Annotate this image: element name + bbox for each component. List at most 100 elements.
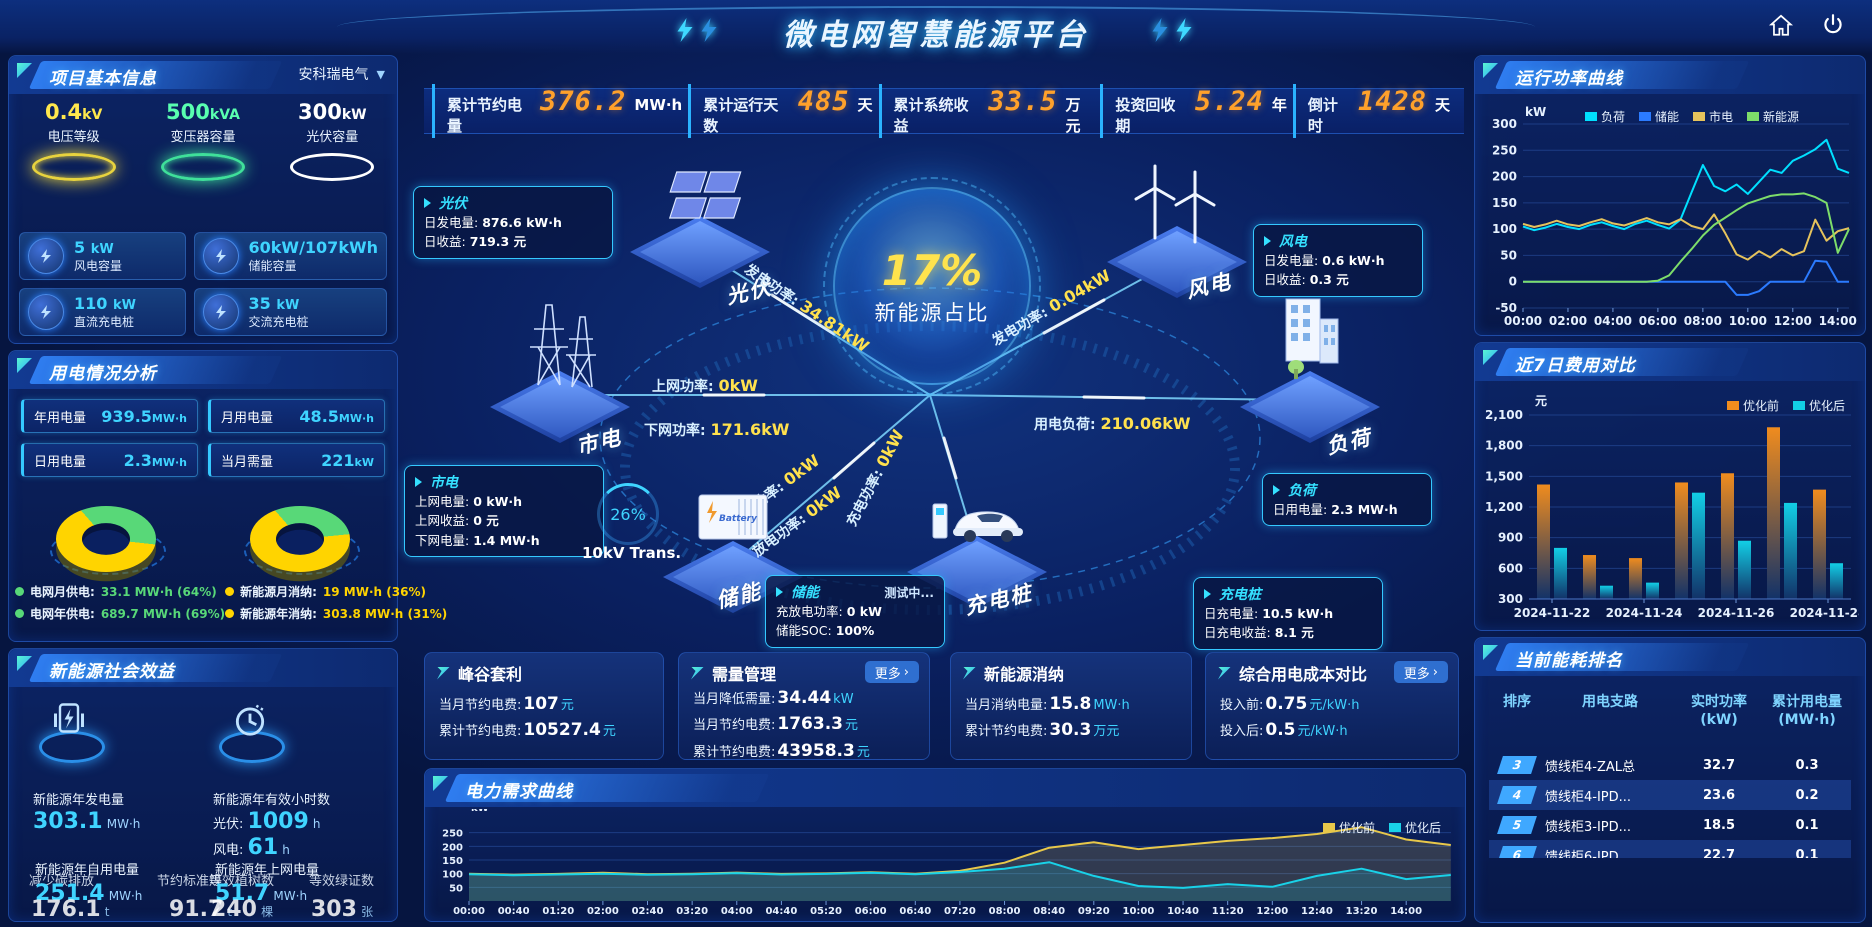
- panel-corner-icon: [17, 358, 32, 373]
- usage-stat-value: 48.5: [299, 406, 339, 426]
- capacity-card: 110 kW 直流充电桩: [19, 288, 186, 336]
- more-button[interactable]: 更多 ›: [1393, 661, 1448, 683]
- svg-text:200: 200: [442, 842, 463, 853]
- flow-grid-import: 下网功率: 171.6kW: [644, 420, 790, 439]
- info-row: 日充电量: 10.5 kW·h: [1204, 606, 1334, 621]
- home-icon[interactable]: [1768, 12, 1794, 38]
- benefit-feed-label: 新能源年上网电量: [215, 863, 320, 878]
- total-energy: 0.1: [1795, 847, 1819, 859]
- svg-text:13:20: 13:20: [1346, 906, 1378, 917]
- table-row[interactable]: 6 馈线柜6-IPD 22.7 0.1: [1489, 840, 1851, 858]
- benefit-wind-hours: 61: [247, 835, 279, 860]
- legend-value: 303.8 MW·h (31%): [322, 606, 448, 621]
- spotlight-glow: [31, 153, 116, 181]
- kpi-unit: MW·h: [634, 96, 683, 114]
- svg-text:10:00: 10:00: [1123, 906, 1155, 917]
- info-row: 日收益: 719.3 元: [424, 234, 527, 250]
- panel-power-curve: 运行功率曲线 负荷 储能 市电 新能源 300 250 200 150 100 50 0 -50 kW…: [1474, 55, 1866, 336]
- svg-text:06:40: 06:40: [899, 906, 931, 917]
- svg-text:2,100: 2,100: [1485, 408, 1523, 422]
- spotlight-unit: kW: [341, 107, 367, 123]
- company-select[interactable]: 安科瑞电气 ▼: [299, 64, 385, 84]
- capacity-label: 直流充电桩: [74, 315, 135, 329]
- svg-text:250: 250: [442, 829, 463, 840]
- card-icon: [437, 666, 450, 680]
- kpi-label: 累计节约电量: [447, 96, 523, 135]
- node-wind: [1107, 164, 1247, 298]
- card-row: 当月消纳电量: 15.8 MW·h: [965, 694, 1130, 714]
- table-row[interactable]: 3 馈线柜4-ZAL总 32.7 0.3: [1489, 750, 1851, 780]
- wind-info-box: 风电 日发电量: 0.6 kW·h 日收益: 0.3 元: [1253, 224, 1423, 297]
- kpi-value: 5.24: [1194, 86, 1264, 117]
- device-icon: [28, 294, 64, 330]
- svg-text:Battery: Battery: [719, 514, 758, 524]
- capacity-card: 35 kW 交流充电桩: [193, 288, 387, 336]
- spotlight-value: 0.4: [44, 100, 83, 124]
- svg-text:150: 150: [442, 856, 463, 867]
- kpi-item: 累计节约电量 376.2 MW·h: [432, 84, 688, 138]
- kpi-value: 1428: [1357, 86, 1427, 117]
- card-cost-compare: 综合用电成本对比 更多 › 投入前: 0.75 元/kW·h 投入后: 0.5 元/kW·h: [1205, 652, 1459, 760]
- card-title: 新能源消纳: [984, 665, 1065, 684]
- legend-item[interactable]: 新能源: [1747, 108, 1799, 125]
- card-row: 当月降低需量: 34.44 kW: [693, 688, 854, 708]
- usage-stat: 月用电量 48.5MW·h: [208, 399, 385, 433]
- card-icon: [963, 666, 976, 680]
- benefit-gen-value: 303.1: [33, 809, 103, 834]
- chevron-down-icon: ▼: [376, 67, 385, 81]
- capacity-value: 35: [248, 294, 271, 313]
- spotlight-label: 变压器容量: [170, 130, 236, 145]
- table-row[interactable]: 4 馈线柜4-IPD... 23.6 0.2: [1489, 780, 1851, 810]
- panel-project-info: 项目基本信息 安科瑞电气 ▼ 0.4kV 电压等级 500kVA 变压器容量: [8, 55, 398, 344]
- flow-grid-export: 上网功率: 0kW: [652, 376, 758, 395]
- panel-title: 新能源社会效益: [49, 662, 175, 682]
- legend-item[interactable]: 优化后: [1792, 397, 1845, 414]
- table-row[interactable]: 5 馈线柜3-IPD... 18.5 0.1: [1489, 810, 1851, 840]
- svg-text:kW: kW: [471, 809, 489, 814]
- legend-item[interactable]: 优化后: [1388, 819, 1441, 836]
- legend-label: 电网年供电:: [30, 607, 95, 621]
- benefit-coal-value: 91.7: [169, 897, 224, 922]
- spotlight-stat: 0.4kV 电压等级: [15, 100, 133, 181]
- info-row: 下网电量: 1.4 MW·h: [415, 532, 540, 548]
- capacity-value: 5: [74, 238, 86, 257]
- card-demand-mgmt: 需量管理 更多 › 当月降低需量: 34.44 kW 当月节约电费: 1763.3 元累计节…: [678, 652, 930, 761]
- info-row: 储能SOC: 100%: [776, 623, 875, 639]
- transformer-gauge: 26%: [597, 483, 659, 545]
- legend-label: 新能源年消纳:: [240, 607, 317, 621]
- flow-load-power: 用电负荷: 210.06kW: [1034, 414, 1191, 433]
- bolt-icon: [676, 18, 718, 42]
- svg-text:12:00: 12:00: [1774, 314, 1812, 328]
- benefit-carbon-value: 176.1: [31, 897, 101, 922]
- branch-name: 馈线柜3-IPD...: [1545, 819, 1632, 835]
- power-tower-icon: [530, 304, 596, 388]
- svg-text:08:00: 08:00: [989, 906, 1021, 917]
- usage-stat: 年用电量 939.5MW·h: [21, 399, 198, 433]
- donut-legend-item: 电网年供电: 689.7 MW·h (69%): [15, 605, 225, 622]
- spotlight-stat: 300kW 光伏容量: [273, 100, 391, 181]
- legend-item[interactable]: 负荷: [1585, 108, 1625, 125]
- legend-item[interactable]: 储能: [1639, 108, 1679, 125]
- spotlight-glow: [290, 153, 375, 181]
- panel-energy-ranking: 当前能耗排名 排序 用电支路 实时功率 (kW) 累计用电量 (MW·h) 3 馈线…: [1474, 637, 1866, 923]
- power-icon[interactable]: [1820, 12, 1846, 38]
- card-row: 投入后: 0.5 元/kW·h: [1220, 720, 1348, 741]
- bolt-icon: [1151, 18, 1193, 42]
- more-button[interactable]: 更多 ›: [864, 661, 919, 683]
- svg-text:50: 50: [1500, 248, 1517, 262]
- svg-text:600: 600: [1498, 561, 1523, 575]
- arrow-icon: [776, 587, 783, 597]
- svg-text:10:00: 10:00: [1729, 314, 1767, 328]
- svg-text:1,500: 1,500: [1485, 469, 1523, 483]
- legend-item[interactable]: 市电: [1693, 108, 1733, 125]
- center-sphere: 17% 新能源占比: [823, 177, 1041, 395]
- svg-text:1,800: 1,800: [1485, 439, 1523, 453]
- legend-item[interactable]: 优化前: [1726, 397, 1779, 414]
- arrow-icon: [415, 477, 422, 487]
- svg-text:12:00: 12:00: [1256, 906, 1288, 917]
- spotlight-glow: [160, 153, 245, 181]
- legend-item[interactable]: 优化前: [1322, 819, 1375, 836]
- svg-text:04:40: 04:40: [765, 906, 797, 917]
- svg-text:04:00: 04:00: [721, 906, 753, 917]
